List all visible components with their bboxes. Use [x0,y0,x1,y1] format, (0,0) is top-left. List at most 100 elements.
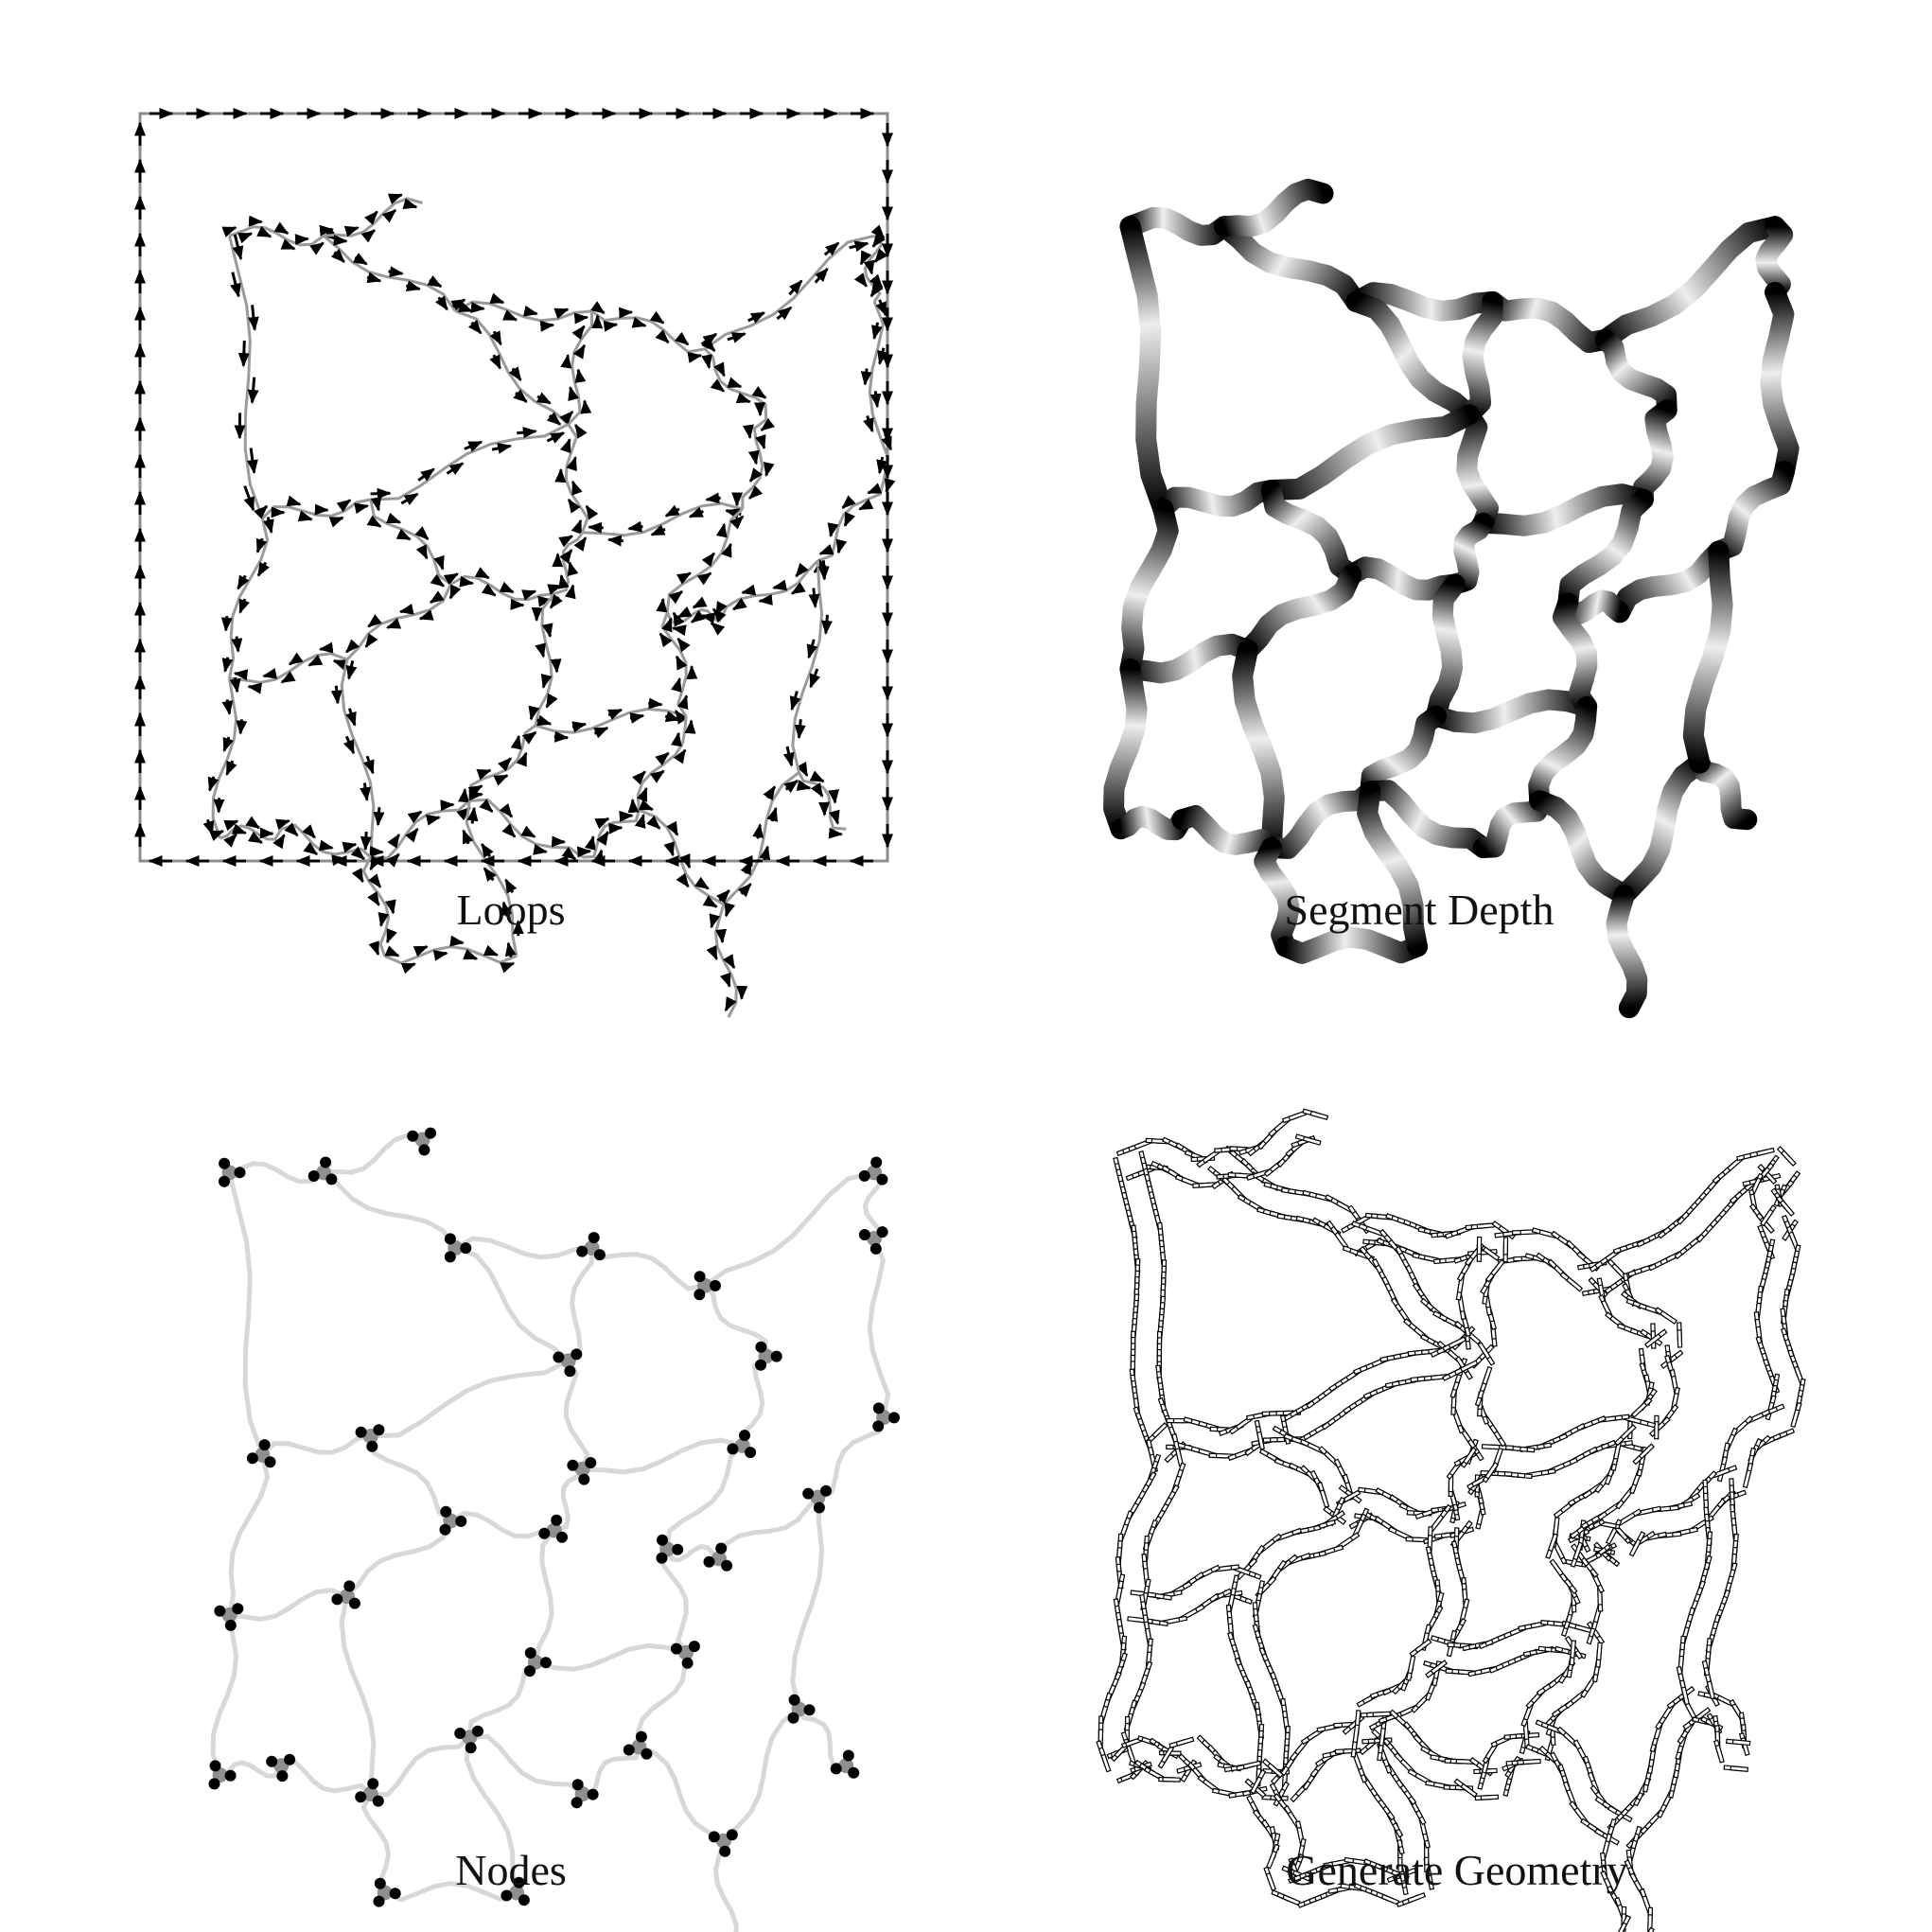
geometry-brick [1759,1208,1774,1227]
direction-arrow [740,860,753,876]
direction-arrow [547,584,563,595]
caption-generate-geometry: Generate Geometry [1286,1846,1628,1894]
depth-segment [1755,216,1794,303]
direction-arrow [796,762,809,778]
direction-arrow [690,609,706,624]
direction-arrow [668,590,684,605]
node-dot [721,1559,733,1572]
direction-arrow [747,311,766,324]
direction-arrow [237,340,250,368]
direction-arrow [256,561,270,577]
node-path [368,1435,452,1523]
node-path [582,1437,744,1475]
direction-arrow [470,302,485,313]
direction-arrow [747,449,760,465]
direction-arrow [510,598,525,610]
direction-arrow [571,721,588,733]
direction-arrow [351,868,364,884]
loop-segment [817,480,886,563]
direction-arrow [360,832,372,852]
direction-arrow [860,368,872,386]
direction-arrow [546,412,562,426]
direction-arrow [425,814,441,826]
direction-arrow [230,272,241,298]
direction-arrow [884,478,896,494]
geometry-brick [1266,1850,1277,1870]
direction-arrow [456,301,474,313]
direction-arrow [766,806,779,822]
node-dot [788,1694,800,1706]
depth-segment [1360,705,1447,802]
direction-arrow [378,911,390,927]
loop-segment [582,501,744,537]
node-path [635,1652,689,1748]
depth-segment [1171,805,1282,858]
node-dot [444,1251,456,1263]
direction-arrow [231,636,243,653]
direction-arrow [619,810,634,822]
direction-arrow [849,240,869,253]
direction-arrow [247,305,259,331]
geometry-brick [1407,1655,1416,1675]
direction-arrow [521,589,537,601]
depth-segment [1708,461,1795,562]
direction-arrow [748,485,764,500]
node-path [659,1548,689,1655]
direction-arrow [794,719,806,740]
loop-segment [345,583,452,661]
depth-segment [1482,290,1616,353]
node-dot [418,1144,430,1156]
loop-segment [384,945,518,965]
node-path [566,1247,595,1363]
direction-arrow [489,330,502,346]
loops-panel [134,108,896,1018]
node-dot [444,1233,456,1245]
direction-arrow [659,632,673,648]
node-path [535,1642,687,1672]
direction-arrow [303,841,319,856]
direction-arrow [593,727,609,739]
direction-arrow [458,787,470,803]
node-path [590,1245,706,1291]
direction-arrow [776,306,793,321]
geometry-brick [1334,1231,1349,1250]
direction-arrow [631,317,647,328]
node-dot [715,1542,728,1554]
direction-arrow [501,823,517,838]
direction-arrow [364,210,378,225]
depth-segment [1119,216,1174,519]
direction-arrow [336,499,352,513]
node-path [360,1792,392,1894]
node-dot [770,1350,782,1362]
direction-arrow [476,768,492,781]
direction-arrow [594,817,610,830]
loop-segment [582,809,641,859]
node-dot [518,1894,530,1906]
direction-arrow [627,798,640,814]
loop-segment [370,423,570,501]
depth-segment [1103,659,1148,840]
direction-arrow [366,515,382,528]
node-dot [524,1665,536,1677]
geometry-brick [1565,1276,1584,1292]
node-dot [842,1749,854,1762]
geometry-brick [1522,1758,1541,1765]
direction-arrow [853,272,868,288]
depth-segment [1444,512,1494,595]
direction-arrow [696,571,712,586]
direction-arrow [331,854,346,867]
geometry-brick [1407,1891,1427,1904]
direction-arrow [843,511,856,527]
direction-arrow [763,785,777,801]
direction-arrow [467,319,483,335]
direction-arrow [367,614,382,628]
node-dot [524,1647,536,1659]
geometry-brick [1570,1640,1576,1659]
direction-arrow [370,496,382,512]
direction-arrow [560,437,571,454]
direction-arrow [342,841,358,853]
direction-arrow [462,829,474,845]
direction-arrow [479,799,494,814]
direction-arrow [671,731,682,747]
direction-arrow [521,730,537,745]
